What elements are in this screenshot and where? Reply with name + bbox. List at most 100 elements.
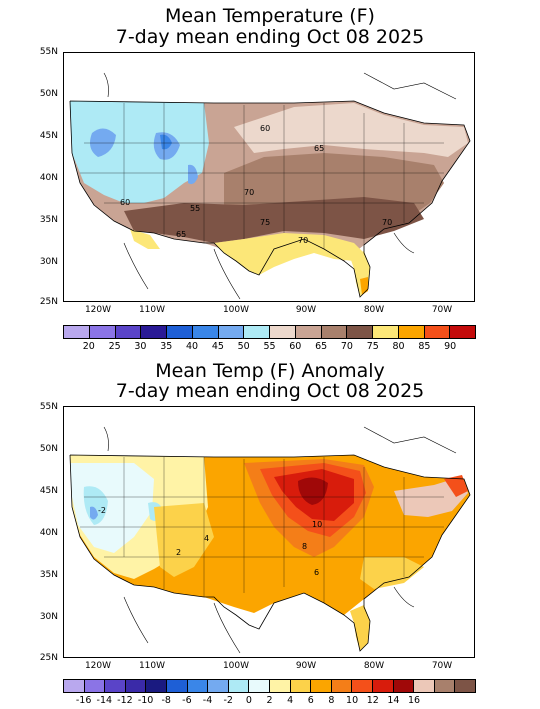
colorbar-swatch: [373, 326, 399, 338]
colorbar-tick-label: 10: [346, 695, 359, 706]
panel2-lat-label: 40N: [39, 528, 58, 538]
panel2-lat-label: 30N: [39, 612, 58, 622]
panel2-lon-label: 70W: [431, 661, 453, 671]
panel1-contour-label: 65: [176, 230, 186, 239]
colorbar-swatch: [141, 326, 167, 338]
colorbar-tick-label: -16: [75, 695, 92, 706]
colorbar-swatch: [450, 326, 475, 338]
colorbar-swatch: [64, 326, 90, 338]
panel1-lat-label: 30N: [39, 257, 58, 267]
panel2-lat-label: 35N: [39, 570, 58, 580]
panel2-lon-label: 120W: [84, 661, 112, 671]
colorbar-tick-label: 70: [340, 341, 353, 352]
colorbar-swatch: [455, 680, 475, 692]
panel2-colorbar: [63, 679, 476, 693]
colorbar-tick-label: 50: [237, 341, 250, 352]
colorbar-swatch: [167, 326, 193, 338]
panel1-lon-label: 70W: [431, 305, 453, 315]
colorbar-swatch: [125, 680, 147, 692]
colorbar-swatch: [290, 680, 312, 692]
colorbar-swatch: [269, 680, 291, 692]
colorbar-tick-label: 14: [387, 695, 400, 706]
panel2-title-line1: Mean Temp (F) Anomaly: [155, 360, 385, 382]
panel1-lon-label: 80W: [363, 305, 385, 315]
colorbar-swatch: [393, 680, 415, 692]
colorbar-tick-label: 0: [245, 695, 252, 706]
panel1-lat-label: 25N: [39, 297, 58, 307]
panel1-lon-label: 100W: [222, 305, 250, 315]
panel1-colorbar: [63, 325, 476, 339]
colorbar-swatch: [146, 680, 167, 692]
colorbar-swatch: [311, 680, 332, 692]
colorbar-tick-label: 25: [108, 341, 121, 352]
colorbar-tick-label: -8: [161, 695, 171, 706]
colorbar-swatch: [321, 326, 348, 338]
panel2-contour-label: 6: [314, 568, 319, 577]
panel2-lon-label: 90W: [295, 661, 317, 671]
panel1-contour-label: 70: [382, 218, 392, 227]
panel1-map-graphic: 60 65 70 75 70 60 55 65 70: [64, 53, 474, 301]
colorbar-tick-label: -6: [182, 695, 192, 706]
panel2-lat-label: 50N: [39, 444, 58, 454]
colorbar-swatch: [352, 680, 373, 692]
colorbar-swatch: [228, 680, 250, 692]
panel1-lon-label: 120W: [84, 305, 112, 315]
panel1-contour-label: 55: [190, 204, 200, 213]
colorbar-tick-label: 90: [444, 341, 457, 352]
colorbar-tick-label: 2: [266, 695, 273, 706]
colorbar-tick-label: 20: [82, 341, 95, 352]
colorbar-tick-label: 85: [418, 341, 431, 352]
colorbar-tick-label: -4: [202, 695, 213, 706]
colorbar-swatch: [115, 326, 142, 338]
colorbar-tick-label: 12: [366, 695, 379, 706]
panel2-contour-label: 4: [204, 534, 209, 543]
colorbar-swatch: [166, 680, 188, 692]
colorbar-swatch: [244, 326, 270, 338]
panel1-contour-label: 75: [260, 218, 270, 227]
colorbar-swatch: [64, 680, 85, 692]
colorbar-swatch: [270, 326, 296, 338]
panel2-contour-label: 8: [302, 542, 307, 551]
colorbar-swatch: [295, 326, 322, 338]
colorbar-tick-label: 80: [392, 341, 405, 352]
panel1-contour-label: 60: [260, 124, 270, 133]
panel1-temperature-map: 60 65 70 75 70 60 55 65 70: [63, 52, 475, 302]
colorbar-swatch: [192, 326, 219, 338]
panel1-lat-label: 35N: [39, 215, 58, 225]
panel2-title-line2: 7-day mean ending Oct 08 2025: [115, 380, 425, 402]
panel2-contour-label: 10: [312, 520, 322, 529]
colorbar-swatch: [372, 680, 394, 692]
panel1-contour-label: 70: [244, 188, 254, 197]
colorbar-swatch: [249, 680, 270, 692]
panel2-anomaly-map: -2 4 2 10 8 6: [63, 406, 475, 658]
colorbar-swatch: [218, 326, 245, 338]
colorbar-tick-label: 55: [263, 341, 276, 352]
colorbar-tick-label: -2: [223, 695, 233, 706]
panel1-lat-label: 45N: [39, 131, 58, 141]
panel2-lat-label: 55N: [39, 402, 58, 412]
colorbar-swatch: [331, 680, 353, 692]
colorbar-tick-label: 16: [408, 695, 421, 706]
colorbar-tick-label: 4: [287, 695, 294, 706]
colorbar-tick-label: 60: [289, 341, 302, 352]
panel2-lon-label: 80W: [363, 661, 385, 671]
colorbar-swatch: [208, 680, 229, 692]
panel2-lat-label: 45N: [39, 486, 58, 496]
colorbar-tick-label: -14: [96, 695, 113, 706]
colorbar-swatch: [84, 680, 106, 692]
colorbar-swatch: [414, 680, 435, 692]
colorbar-tick-label: 75: [366, 341, 379, 352]
colorbar-swatch: [187, 680, 209, 692]
panel2-map-graphic: -2 4 2 10 8 6: [64, 407, 474, 657]
panel1-title-line1: Mean Temperature (F): [165, 5, 375, 27]
panel1-lon-label: 110W: [138, 305, 166, 315]
colorbar-tick-label: 45: [211, 341, 224, 352]
panel1-contour-label: 65: [314, 144, 324, 153]
colorbar-swatch: [398, 326, 425, 338]
colorbar-tick-label: 40: [186, 341, 199, 352]
panel1-contour-label: 70: [298, 236, 308, 245]
panel2-lon-label: 100W: [222, 661, 250, 671]
panel1-contour-label: 60: [120, 198, 130, 207]
colorbar-tick-label: 35: [160, 341, 173, 352]
colorbar-tick-label: -12: [117, 695, 133, 706]
